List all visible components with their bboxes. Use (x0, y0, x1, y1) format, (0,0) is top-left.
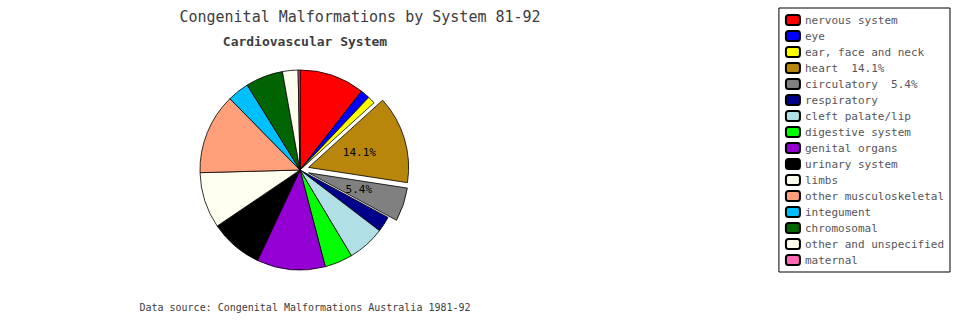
svg-text:respiratory: respiratory (805, 94, 878, 107)
svg-text:integument: integument (805, 206, 871, 219)
svg-text:maternal: maternal (805, 254, 858, 267)
svg-text:Cardiovascular System: Cardiovascular System (223, 34, 388, 49)
svg-text:nervous system: nervous system (805, 14, 898, 27)
svg-text:urinary system: urinary system (805, 158, 898, 171)
svg-text:cleft palate/lip: cleft palate/lip (805, 110, 911, 123)
svg-text:chromosomal: chromosomal (805, 222, 878, 235)
svg-text:genital organs: genital organs (805, 142, 898, 155)
svg-text:14.1%: 14.1% (343, 146, 376, 159)
svg-text:circulatory 5.4%: circulatory 5.4% (805, 78, 918, 91)
svg-text:other musculoskeletal: other musculoskeletal (805, 190, 944, 203)
svg-text:digestive system: digestive system (805, 126, 911, 139)
svg-text:eye: eye (805, 30, 825, 43)
svg-text:Congenital Malformations by Sy: Congenital Malformations by System 81-92 (179, 8, 540, 26)
svg-text:heart 14.1%: heart 14.1% (805, 62, 885, 75)
svg-text:ear, face and neck: ear, face and neck (805, 46, 925, 59)
svg-text:5.4%: 5.4% (346, 183, 373, 196)
svg-text:limbs: limbs (805, 174, 838, 187)
svg-text:other and unspecified: other and unspecified (805, 238, 944, 251)
svg-text:Data source: Congenital Malfor: Data source: Congenital Malformations Au… (139, 302, 470, 313)
